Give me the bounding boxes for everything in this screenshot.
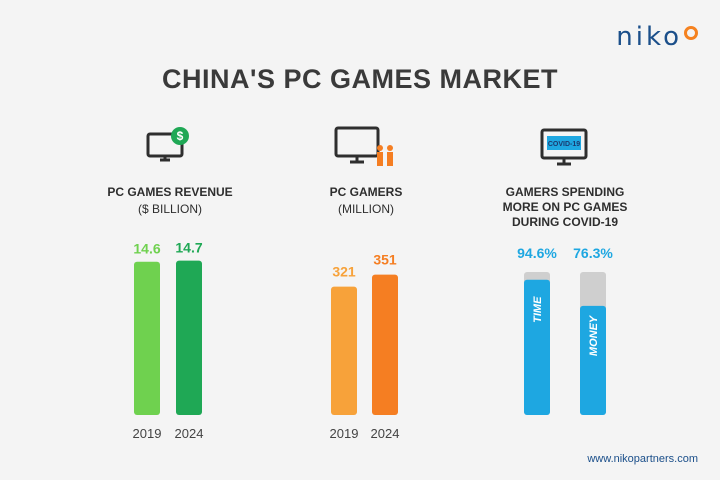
logo-text: niko (616, 22, 682, 52)
gamers-bar-2024 (372, 274, 398, 415)
gamers-value-label: 351 (373, 252, 397, 268)
gamers-title: PC GAMERS (329, 185, 403, 199)
monitor-dollar-icon: $ (146, 127, 189, 162)
revenue-subtitle: ($ BILLION) (137, 202, 203, 216)
revenue-year-label: 2024 (175, 426, 204, 441)
covid-title-line-3: DURING COVID-19 (511, 215, 618, 229)
revenue-bar-2019 (134, 261, 160, 415)
gamers-subtitle: (MILLION) (337, 202, 394, 216)
revenue-value-label: 14.7 (175, 240, 202, 256)
covid-bar-money (580, 305, 606, 415)
covid-bar-time (524, 279, 550, 415)
logo-dot (684, 26, 698, 40)
covid-category-label: MONEY (588, 314, 600, 356)
covid-badge-text: COVID-19 (548, 141, 580, 148)
gamers-bar-2019 (331, 286, 357, 415)
revenue-bar-2024 (176, 260, 202, 415)
revenue-title: PC GAMES REVENUE (107, 185, 233, 199)
monitor-covid-icon: COVID-19 (540, 128, 588, 166)
niko-logo: niko (616, 22, 698, 52)
covid-title: GAMERS SPENDING MORE ON PC GAMES DURING … (485, 185, 645, 230)
gamers-year-label: 2019 (330, 426, 359, 441)
monitor-people-icon (334, 126, 393, 166)
revenue-year-label: 2019 (133, 426, 162, 441)
website-url: www.nikopartners.com (587, 453, 698, 465)
revenue-value-label: 14.6 (133, 241, 160, 257)
covid-title-line-2: MORE ON PC GAMES (502, 200, 628, 214)
covid-value-label: 76.3% (573, 245, 613, 261)
covid-value-label: 94.6% (517, 245, 557, 261)
covid-title-line-1: GAMERS SPENDING (505, 185, 625, 199)
page-title: CHINA'S PC GAMES MARKET (162, 64, 558, 94)
svg-text:$: $ (177, 129, 184, 143)
gamers-year-label: 2024 (371, 426, 400, 441)
gamers-value-label: 321 (332, 264, 356, 280)
covid-category-label: TIME (532, 296, 544, 323)
